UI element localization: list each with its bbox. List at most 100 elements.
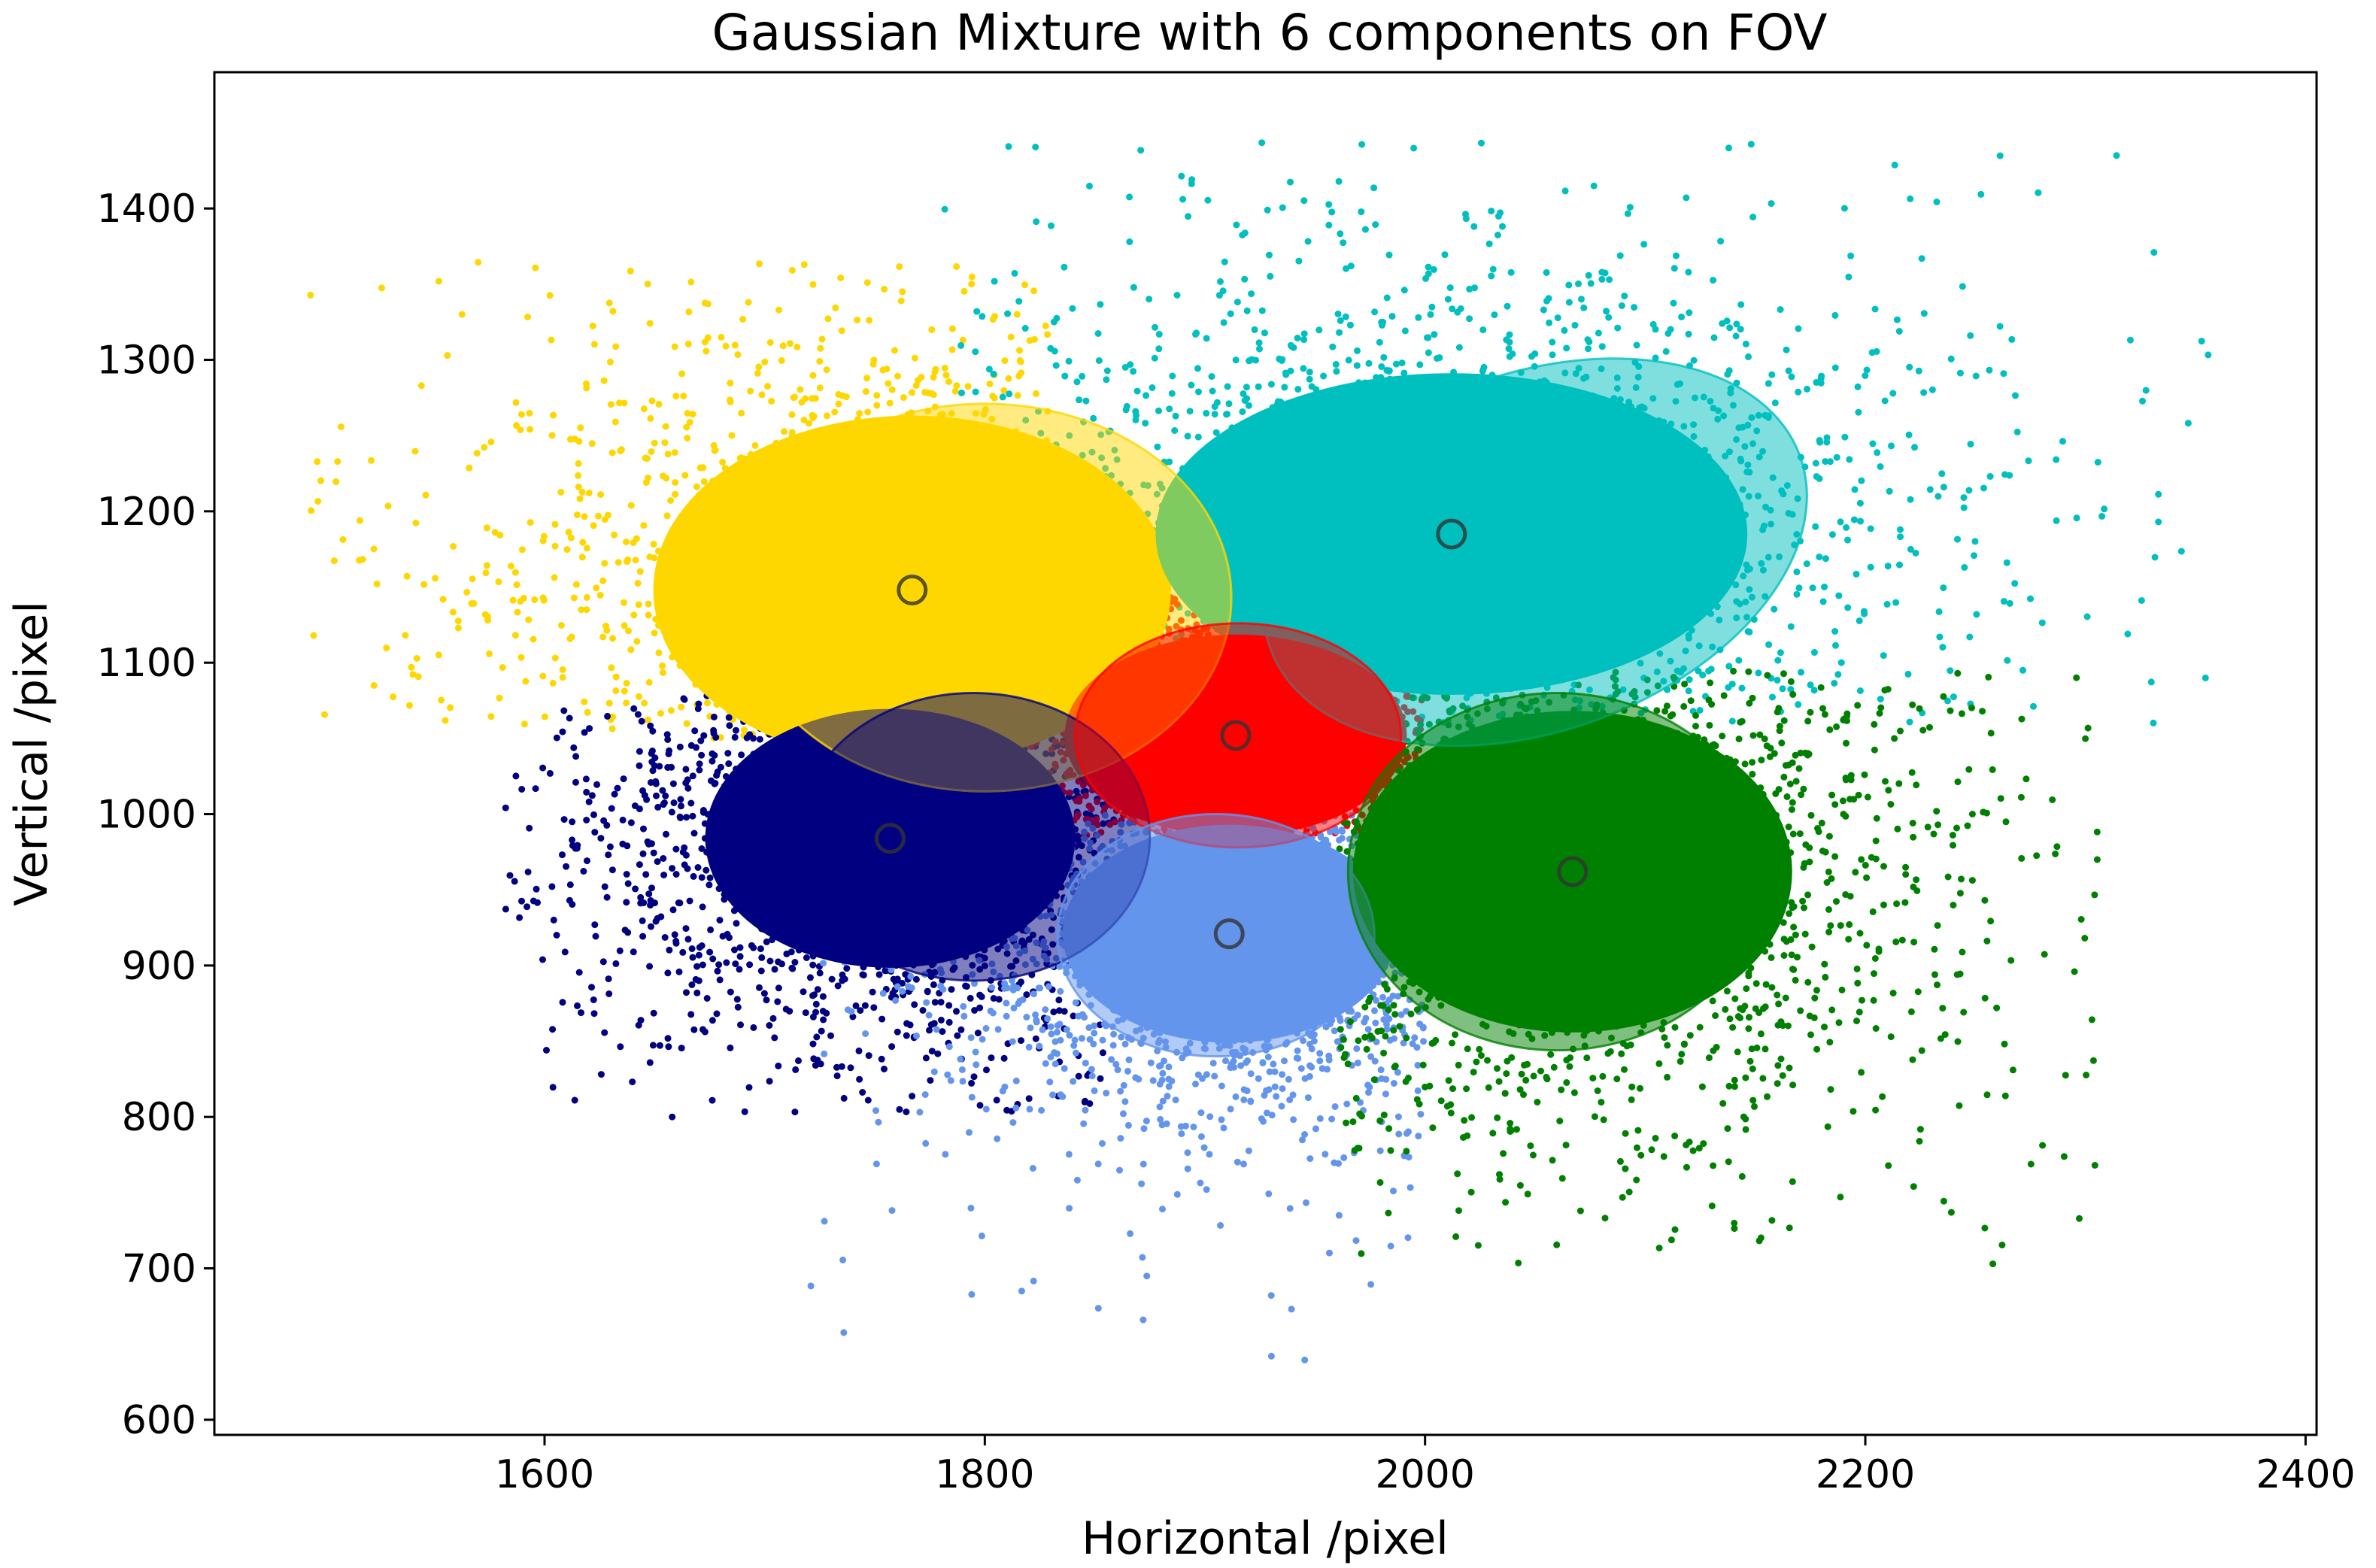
component-2-point [1430, 265, 1437, 273]
component-2-point [1980, 484, 1987, 492]
component-1-point [662, 423, 669, 430]
component-1-point [643, 455, 651, 463]
component-2-point [1614, 324, 1622, 332]
component-3-point [840, 1094, 848, 1102]
component-1-point [632, 557, 639, 564]
component-2-point [1378, 318, 1385, 326]
component-2-point [1506, 331, 1513, 338]
component-2-point [1333, 368, 1340, 375]
component-2-point [1209, 387, 1216, 395]
component-2-point [1912, 550, 1919, 557]
component-2-point [1810, 649, 1818, 656]
component-2-point [2030, 702, 2037, 710]
component-1-point [809, 411, 816, 419]
component-1-point [816, 384, 824, 392]
component-3-point [791, 959, 799, 966]
component-1-point [566, 635, 574, 642]
component-1-point [439, 596, 447, 603]
component-3-point [670, 799, 678, 806]
component-2-point [1455, 344, 1463, 351]
component-1-point [624, 558, 630, 566]
component-1-point [712, 447, 719, 454]
component-3-point [852, 1002, 860, 1009]
component-2-point [1543, 268, 1550, 276]
component-1-point [563, 546, 571, 554]
component-1-point [671, 449, 678, 456]
component-2-point [2035, 189, 2042, 196]
component-2-point [1892, 599, 1900, 606]
component-3-point [894, 1028, 901, 1036]
component-2-point [1281, 384, 1288, 391]
component-1-point [930, 374, 937, 381]
component-2-point [1768, 200, 1775, 208]
component-1-point [809, 372, 817, 379]
component-2-point [1347, 262, 1355, 270]
component-1-point [645, 600, 652, 608]
component-1-point [768, 397, 775, 405]
component-2-point [1203, 410, 1210, 417]
component-2-point [1947, 355, 1955, 362]
component-2-point [1640, 241, 1648, 248]
component-3-point [1018, 1037, 1024, 1045]
component-2-point [1300, 197, 1308, 205]
component-2-point [1793, 590, 1801, 598]
component-1-point [599, 577, 607, 584]
component-1-point [454, 617, 462, 625]
component-3-point [948, 986, 955, 993]
component-2-point [1462, 215, 1470, 223]
component-2-point [2001, 471, 2008, 478]
component-1-point [831, 408, 839, 416]
component-1-point [339, 536, 347, 543]
component-1-point [337, 423, 344, 430]
component-2-point [1186, 408, 1194, 415]
component-3-point [572, 778, 579, 786]
component-3-point [653, 792, 660, 799]
component-2-point [1725, 663, 1733, 670]
component-3-point [857, 1007, 864, 1014]
component-3-point [911, 1001, 918, 1008]
component-1-point [420, 581, 428, 588]
component-1-point [540, 596, 548, 604]
component-1-point [571, 435, 578, 443]
component-1-point [1000, 387, 1008, 394]
component-2-point [1245, 402, 1252, 409]
component-2-point [1788, 373, 1795, 381]
component-1-point [583, 606, 590, 614]
component-1-point [896, 263, 903, 270]
component-2-point [1090, 414, 1097, 422]
component-2-point [1787, 623, 1795, 630]
component-3-point [738, 751, 745, 759]
component-1-point [518, 546, 526, 554]
component-2-point [1342, 313, 1349, 320]
component-2-point [1926, 486, 1934, 493]
component-1-point [310, 632, 317, 639]
component-2-point [2003, 559, 2010, 566]
component-1-point [645, 678, 653, 686]
component-1-point [817, 344, 824, 352]
component-3-point [569, 901, 576, 908]
component-2-point [1787, 686, 1795, 693]
component-1-point [608, 449, 616, 456]
component-1-point [403, 572, 411, 580]
component-2-point [1470, 223, 1478, 230]
component-1-point [583, 593, 590, 601]
component-1-point [648, 397, 656, 405]
component-2-point [1823, 438, 1831, 446]
component-1-point [630, 611, 638, 619]
component-2-point [1239, 408, 1246, 415]
component-3-point [919, 1007, 927, 1014]
component-3-point [668, 808, 675, 816]
component-2-point [1587, 280, 1595, 287]
component-2-point [1300, 336, 1308, 344]
component-3-point [699, 961, 706, 969]
component-2-point [1194, 365, 1201, 372]
component-2-point [1850, 516, 1858, 523]
component-2-point [2011, 580, 2019, 587]
component-2-point [1195, 388, 1202, 396]
component-3-point [709, 757, 716, 765]
component-2-point [1219, 287, 1227, 295]
component-2-point [1664, 329, 1672, 337]
component-2-point [1755, 669, 1762, 677]
component-1-point [948, 325, 956, 332]
component-2-point [1881, 397, 1889, 405]
